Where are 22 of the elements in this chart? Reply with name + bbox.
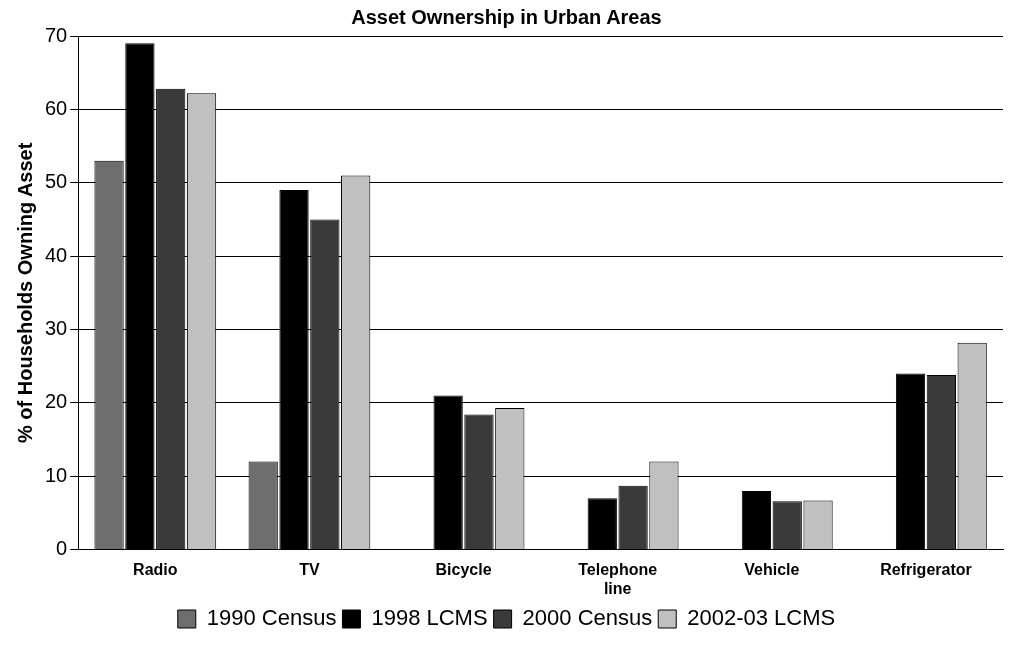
y-axis-title: % of Households Owning Asset	[13, 142, 36, 443]
x-tick-label: Telephone line	[578, 560, 658, 597]
legend-label: 1990 Census	[206, 605, 337, 631]
bar	[741, 490, 772, 550]
x-tick-label: Refrigerator	[880, 560, 972, 578]
y-tick-label: 30	[45, 317, 68, 339]
bar	[587, 498, 617, 550]
x-tick-label: Bicycle	[435, 560, 492, 578]
chart-title: Asset Ownership in Urban Areas	[351, 5, 662, 28]
y-tick-label: 10	[45, 463, 68, 486]
y-tick-label: 40	[45, 243, 68, 266]
y-tick-label: 0	[56, 537, 68, 560]
y-tick-label: 60	[45, 96, 68, 119]
y-tick-label: 70	[45, 23, 68, 46]
legend-label: 2002-03 LCMS	[687, 605, 836, 631]
x-tick-label: Radio	[133, 560, 178, 578]
y-tick-label: 50	[45, 170, 68, 193]
x-tick-label: Vehicle	[744, 560, 800, 578]
legend-label: 1998 LCMS	[371, 605, 488, 631]
y-tick-label: 20	[45, 390, 68, 413]
x-tick-label: TV	[299, 560, 320, 578]
legend-label: 2000 Census	[522, 605, 653, 631]
